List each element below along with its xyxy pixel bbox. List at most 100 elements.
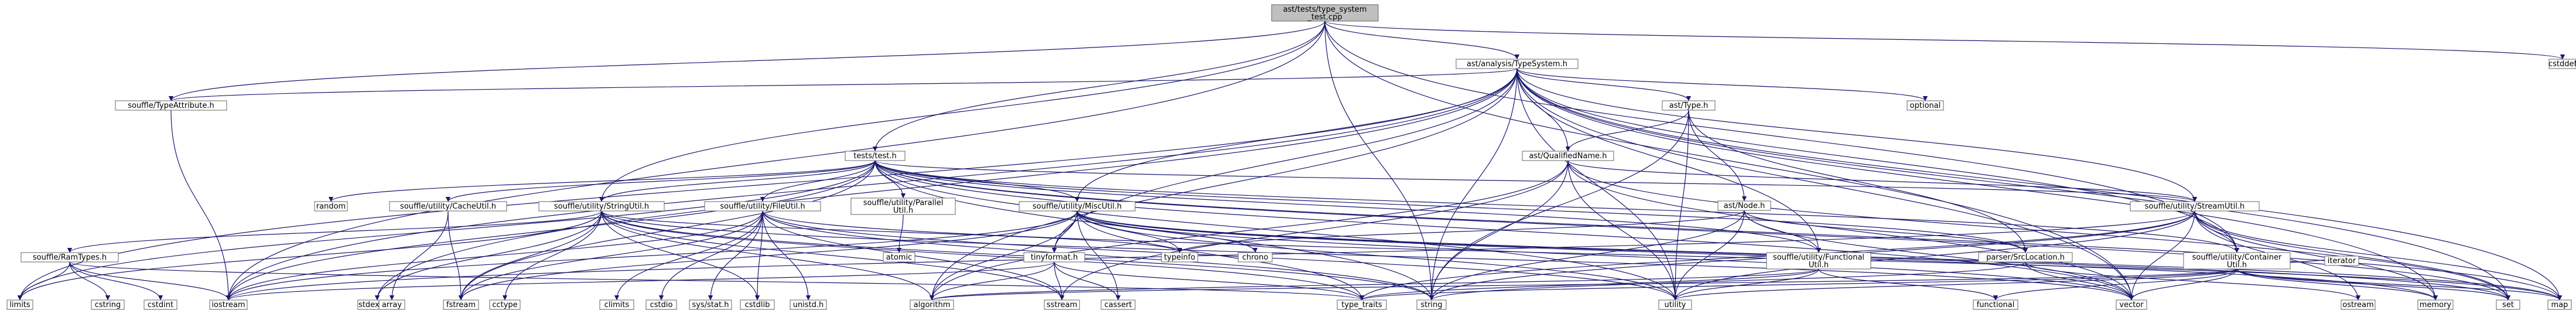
edge-functionalutil-to-functional xyxy=(1818,268,1998,301)
edge-typesystem-to-string xyxy=(1429,68,1518,301)
edge-root-to-typesystem xyxy=(1324,21,1520,60)
node-optional: optional xyxy=(1907,100,1944,111)
node-label: cstdio xyxy=(650,301,673,309)
edge-astnode-to-typeinfo xyxy=(1177,210,1745,253)
node-label: functional xyxy=(1977,301,2015,309)
edge-stringutil-to-ramtypes xyxy=(67,210,602,253)
node-label: chrono xyxy=(1242,253,1269,262)
edge-fileutil-to-climits xyxy=(614,210,763,301)
edge-srclocation-to-ostream xyxy=(2025,261,2361,301)
edge-root-to-containerutil xyxy=(1324,21,2240,253)
node-box xyxy=(1271,4,1379,22)
node-cstdint: cstdint xyxy=(144,299,177,310)
node-type_traits: type_traits xyxy=(1337,299,1387,310)
node-label: ast/Type.h xyxy=(1669,101,1708,110)
node-box xyxy=(1456,59,1579,69)
node-box xyxy=(1973,299,2018,310)
edge-miscutil-to-cassert xyxy=(1077,210,1121,301)
edge-tests-to-random xyxy=(329,160,876,202)
edge-stringutil-to-cstdlib xyxy=(601,210,760,301)
node-label: algorithm xyxy=(914,301,951,309)
node-cstddef: cstddef xyxy=(2548,59,2576,69)
edge-typesystem-to-iostream xyxy=(226,68,1518,301)
node-asttype[interactable]: ast/Type.h xyxy=(1662,100,1716,111)
node-map: map xyxy=(2547,299,2572,310)
node-label: sys/stat.h xyxy=(692,301,729,309)
node-label: tinyformat.h xyxy=(1031,253,1078,262)
node-memory: memory xyxy=(2417,299,2454,310)
node-qualifiedname[interactable]: ast/QualifiedName.h xyxy=(1522,151,1614,161)
node-box xyxy=(538,201,665,212)
edge-stringutil-to-sstream xyxy=(601,210,1065,301)
edge-tests-to-fileutil xyxy=(760,160,876,202)
edge-containerutil-to-utility xyxy=(1673,268,2237,301)
edge-asttype-to-astnode xyxy=(1688,110,1747,202)
edge-stringutil-to-typeinfo xyxy=(601,210,1182,253)
node-box xyxy=(2417,299,2454,310)
node-astnode[interactable]: ast/Node.h xyxy=(1717,200,1771,211)
node-climits: climits xyxy=(599,299,634,310)
node-array: array xyxy=(378,299,405,310)
node-tinyformat[interactable]: tinyformat.h xyxy=(1023,252,1085,263)
node-label: souffle/utility/FileUtil.h xyxy=(720,202,805,211)
node-label: array xyxy=(382,301,402,309)
edge-typesystem-to-algorithm xyxy=(929,68,1518,301)
edge-stringutil-to-stdexcept xyxy=(374,210,602,301)
node-cachedutil[interactable]: souffle/utility/CacheUtil.h xyxy=(389,201,507,212)
node-box xyxy=(144,299,177,310)
node-box xyxy=(1238,252,1273,263)
edge-typesystem-to-typeattribute xyxy=(169,68,1518,101)
node-iostream: iostream xyxy=(209,299,248,310)
node-ramtypes[interactable]: souffle/RamTypes.h xyxy=(21,252,119,263)
edge-tinyformat-to-iostream xyxy=(226,261,1055,301)
node-root: ast/tests/type_system_test.cpp xyxy=(1271,4,1379,22)
node-box xyxy=(1416,299,1447,310)
node-label: Util.h xyxy=(1809,261,1829,270)
edge-fileutil-to-fstream xyxy=(458,210,763,301)
edge-srclocation-to-string xyxy=(1429,261,2026,301)
node-label: cassert xyxy=(1104,301,1132,309)
edge-cachedutil-to-fstream xyxy=(447,210,464,301)
node-label: souffle/utility/Parallel xyxy=(863,199,944,207)
node-box xyxy=(790,299,827,310)
node-tests[interactable]: tests/test.h xyxy=(845,151,906,161)
edge-ramtypes-to-iostream xyxy=(69,261,231,301)
edge-tinyformat-to-cassert xyxy=(1054,261,1121,301)
edge-typesystem-to-miscutil xyxy=(1074,68,1518,202)
edge-asttype-to-string xyxy=(1429,110,1689,301)
node-fileutil[interactable]: souffle/utility/FileUtil.h xyxy=(704,201,821,212)
edge-streamutil-to-vector xyxy=(2129,210,2195,301)
edge-tests-to-stringutil xyxy=(599,160,876,202)
edge-streamutil-to-set xyxy=(2194,210,2511,301)
edge-tinyformat-to-algorithm xyxy=(929,261,1055,301)
node-streamutil[interactable]: souffle/utility/StreamUtil.h xyxy=(2130,201,2260,212)
edge-qualifiedname-to-utility xyxy=(1567,160,1678,301)
node-typesystem[interactable]: ast/analysis/TypeSystem.h xyxy=(1456,59,1579,69)
node-box xyxy=(1662,100,1716,111)
node-cstring: cstring xyxy=(91,299,125,310)
node-box xyxy=(6,299,33,310)
node-box xyxy=(2183,252,2291,270)
node-typeattribute[interactable]: souffle/TypeAttribute.h xyxy=(115,100,227,111)
node-set: set xyxy=(2496,299,2520,310)
edge-typesystem-to-optional xyxy=(1516,68,1928,101)
node-box xyxy=(599,299,634,310)
node-box xyxy=(314,201,348,212)
edge-miscutil-to-typeinfo xyxy=(1077,210,1183,253)
node-box xyxy=(389,201,507,212)
edge-typesystem-to-map xyxy=(1516,68,2563,301)
node-utility: utility xyxy=(1658,299,1692,310)
edge-tests-to-functionalutil xyxy=(874,160,1822,253)
node-srclocation[interactable]: parser/SrcLocation.h xyxy=(1978,252,2073,263)
node-random: random xyxy=(314,201,348,212)
edge-fileutil-to-unistd xyxy=(762,210,811,301)
node-miscutil[interactable]: souffle/utility/MiscUtil.h xyxy=(1019,201,1136,212)
node-label: vector xyxy=(2119,301,2144,309)
node-label: Util.h xyxy=(893,206,913,215)
node-label: ast/tests/type_system xyxy=(1283,5,1367,14)
node-stringutil[interactable]: souffle/utility/StringUtil.h xyxy=(538,201,665,212)
node-box xyxy=(850,197,956,215)
